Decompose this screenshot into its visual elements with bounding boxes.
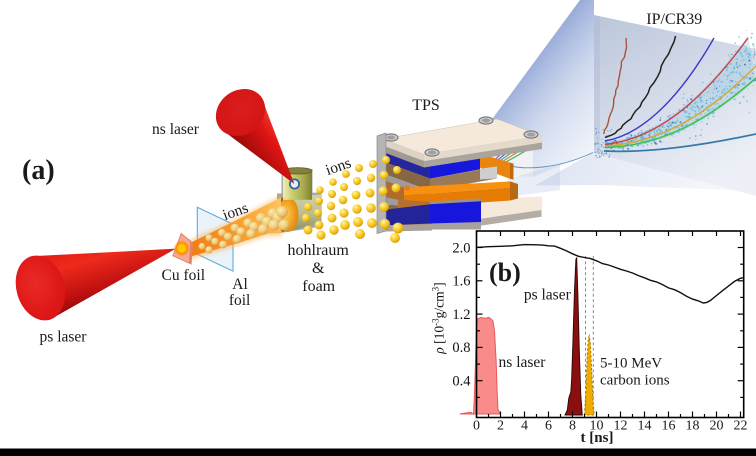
svg-text:Al: Al <box>232 276 248 293</box>
svg-text:&: & <box>312 260 325 277</box>
svg-text:0.4: 0.4 <box>452 374 471 390</box>
svg-text:18: 18 <box>686 419 700 434</box>
svg-text:ns laser: ns laser <box>499 354 547 371</box>
svg-text:TPS: TPS <box>412 97 440 114</box>
svg-text:(a): (a) <box>22 155 55 186</box>
svg-text:16: 16 <box>662 419 676 434</box>
svg-text:0: 0 <box>473 419 480 434</box>
svg-text:1.2: 1.2 <box>452 307 470 323</box>
svg-text:22: 22 <box>734 419 748 434</box>
svg-text:hohlraum: hohlraum <box>288 242 350 259</box>
svg-text:4: 4 <box>521 419 528 434</box>
svg-text:ρ [10-3g/cm3]: ρ [10-3g/cm3] <box>431 282 447 354</box>
svg-text:foam: foam <box>302 278 335 295</box>
svg-text:12: 12 <box>614 419 628 434</box>
svg-text:ns laser: ns laser <box>152 121 200 138</box>
svg-text:5-10 MeV: 5-10 MeV <box>600 356 662 372</box>
svg-text:8: 8 <box>569 419 576 434</box>
svg-text:14: 14 <box>638 419 652 434</box>
svg-text:2.0: 2.0 <box>452 240 470 256</box>
svg-text:IP/CR39: IP/CR39 <box>646 11 702 28</box>
svg-text:2: 2 <box>497 419 504 434</box>
svg-text:Cu foil: Cu foil <box>162 267 206 284</box>
svg-text:ps laser: ps laser <box>40 329 88 346</box>
svg-text:(b): (b) <box>489 258 521 287</box>
svg-text:foil: foil <box>229 292 251 309</box>
svg-text:0.8: 0.8 <box>452 340 470 356</box>
svg-text:10: 10 <box>590 419 604 434</box>
svg-text:20: 20 <box>710 419 724 434</box>
svg-text:t [ns]: t [ns] <box>581 430 614 446</box>
svg-text:ps laser: ps laser <box>524 287 572 304</box>
svg-text:1.6: 1.6 <box>452 274 470 290</box>
svg-text:carbon ions: carbon ions <box>600 373 670 389</box>
svg-text:6: 6 <box>545 419 552 434</box>
